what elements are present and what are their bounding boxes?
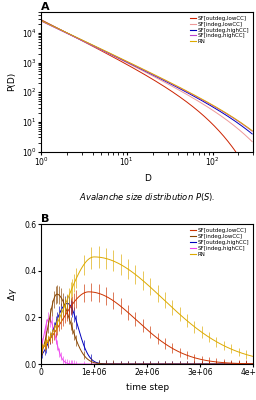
RN xyxy=(219,342,222,346)
SF[indeg,lowCC] xyxy=(39,352,42,357)
SF[indeg,lowCC] xyxy=(252,362,255,366)
SF[indeg,lowCC] xyxy=(166,362,169,366)
SF[outdeg,highCC] xyxy=(39,354,42,358)
SF[outdeg,lowCC] xyxy=(219,360,222,365)
SF[outdeg,lowCC] xyxy=(39,347,42,352)
Y-axis label: P(D): P(D) xyxy=(7,72,16,92)
Y-axis label: $\Delta\gamma$: $\Delta\gamma$ xyxy=(6,287,19,301)
Legend: SF[outdeg,lowCC], SF[indeg,lowCC], SF[outdeg,highCC], SF[indeg,highCC], RN: SF[outdeg,lowCC], SF[indeg,lowCC], SF[ou… xyxy=(188,227,251,258)
Line: SF[outdeg,highCC]: SF[outdeg,highCC] xyxy=(41,304,253,364)
RN xyxy=(170,305,173,310)
SF[indeg,lowCC] xyxy=(219,362,222,366)
SF[indeg,highCC] xyxy=(219,362,222,366)
Text: A: A xyxy=(41,2,50,12)
RN xyxy=(167,301,170,306)
Text: B: B xyxy=(41,214,49,224)
SF[indeg,highCC] xyxy=(47,316,50,321)
Line: SF[outdeg,lowCC]: SF[outdeg,lowCC] xyxy=(41,292,253,364)
SF[indeg,lowCC] xyxy=(167,362,170,366)
SF[outdeg,lowCC] xyxy=(233,361,236,366)
SF[indeg,lowCC] xyxy=(40,350,43,355)
SF[indeg,lowCC] xyxy=(233,362,236,366)
SF[indeg,highCC] xyxy=(167,362,170,366)
SF[indeg,lowCC] xyxy=(170,362,173,366)
RN xyxy=(166,301,169,306)
SF[indeg,highCC] xyxy=(170,362,173,366)
X-axis label: D: D xyxy=(144,174,151,183)
SF[outdeg,highCC] xyxy=(40,352,43,357)
SF[indeg,highCC] xyxy=(166,362,169,366)
RN xyxy=(233,348,236,353)
SF[outdeg,lowCC] xyxy=(252,362,255,366)
Line: RN: RN xyxy=(41,257,253,356)
SF[outdeg,highCC] xyxy=(166,362,169,366)
Line: SF[indeg,lowCC]: SF[indeg,lowCC] xyxy=(41,294,253,364)
RN xyxy=(252,354,255,359)
SF[outdeg,highCC] xyxy=(66,301,69,306)
Legend: SF[outdeg,lowCC], SF[indeg,lowCC], SF[outdeg,highCC], SF[indeg,highCC], RN: SF[outdeg,lowCC], SF[indeg,lowCC], SF[ou… xyxy=(188,15,251,45)
SF[indeg,highCC] xyxy=(40,344,43,348)
SF[outdeg,highCC] xyxy=(167,362,170,366)
Text: Avalanche size distribution $P(S)$.: Avalanche size distribution $P(S)$. xyxy=(79,191,216,203)
SF[indeg,highCC] xyxy=(252,362,255,366)
SF[outdeg,lowCC] xyxy=(170,346,173,350)
SF[outdeg,highCC] xyxy=(252,362,255,366)
SF[outdeg,highCC] xyxy=(233,362,236,366)
SF[indeg,highCC] xyxy=(233,362,236,366)
SF[outdeg,highCC] xyxy=(170,362,173,366)
SF[outdeg,highCC] xyxy=(219,362,222,366)
RN xyxy=(93,254,96,259)
X-axis label: time step: time step xyxy=(126,383,169,392)
RN xyxy=(40,346,43,351)
SF[outdeg,lowCC] xyxy=(166,343,169,348)
SF[outdeg,lowCC] xyxy=(40,347,43,352)
Line: SF[indeg,highCC]: SF[indeg,highCC] xyxy=(41,319,253,364)
SF[outdeg,lowCC] xyxy=(167,344,170,348)
SF[indeg,highCC] xyxy=(39,347,42,352)
RN xyxy=(39,347,42,352)
SF[indeg,lowCC] xyxy=(56,292,59,296)
SF[outdeg,lowCC] xyxy=(87,290,90,294)
